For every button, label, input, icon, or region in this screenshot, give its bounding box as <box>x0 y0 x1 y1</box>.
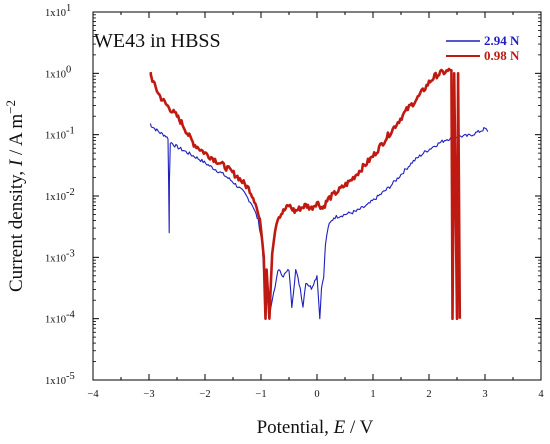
y-axis-title-suffix: / A m <box>6 114 27 160</box>
x-tick-label: 3 <box>482 389 487 400</box>
x-axis-title-var: E <box>333 417 346 438</box>
series-line-2-94-n <box>149 123 489 320</box>
y-tick-label: 1x10 <box>45 315 66 326</box>
y-tick-label: 1x10 <box>45 131 66 142</box>
plot-area <box>92 11 542 381</box>
series-line-0-98-n <box>149 67 462 321</box>
y-tick-label-exponent: -5 <box>66 371 75 382</box>
y-tick-label: 1x10 <box>45 8 66 19</box>
y-axis-title-sup: −2 <box>3 100 18 114</box>
x-axis-title-prefix: Potential, <box>257 417 334 438</box>
y-tick-label-exponent: 1 <box>66 3 71 14</box>
x-tick-label: −1 <box>255 389 266 400</box>
y-tick-label-exponent: -2 <box>66 187 75 198</box>
y-tick-label: 1x10 <box>45 253 66 264</box>
y-axis-title-var: I <box>6 158 27 167</box>
x-tick-label: 1 <box>370 389 375 400</box>
y-tick-label: 1x10 <box>45 192 66 203</box>
plot-frame <box>92 11 542 381</box>
y-tick-label: 1x10 <box>45 376 66 387</box>
y-axis-title-prefix: Current density, <box>6 166 27 292</box>
y-tick-label: 1x10 <box>45 69 66 80</box>
y-axis-title: Current density, I / A m−2 <box>3 100 27 292</box>
x-tick-label: −2 <box>199 389 210 400</box>
legend: 2.94 N 0.98 N <box>446 33 520 63</box>
x-tick-label: 0 <box>314 389 319 400</box>
x-tick-label: 4 <box>538 389 544 400</box>
x-axis-title-suffix: / V <box>345 417 373 438</box>
x-tick-label: 2 <box>426 389 431 400</box>
legend-label-2-94n: 2.94 N <box>484 33 520 48</box>
y-tick-label-exponent: -1 <box>66 126 75 137</box>
x-axis-title: Potential, E / V <box>257 417 374 438</box>
series-layer <box>149 67 489 321</box>
y-tick-label-exponent: 0 <box>66 64 71 75</box>
legend-label-0-98n: 0.98 N <box>484 48 520 63</box>
x-tick-label: −4 <box>87 389 99 400</box>
x-tick-label: −3 <box>143 389 154 400</box>
y-tick-label-exponent: -4 <box>66 310 75 321</box>
chart-title: WE43 in HBSS <box>94 30 221 52</box>
y-tick-label-exponent: -3 <box>66 248 75 259</box>
